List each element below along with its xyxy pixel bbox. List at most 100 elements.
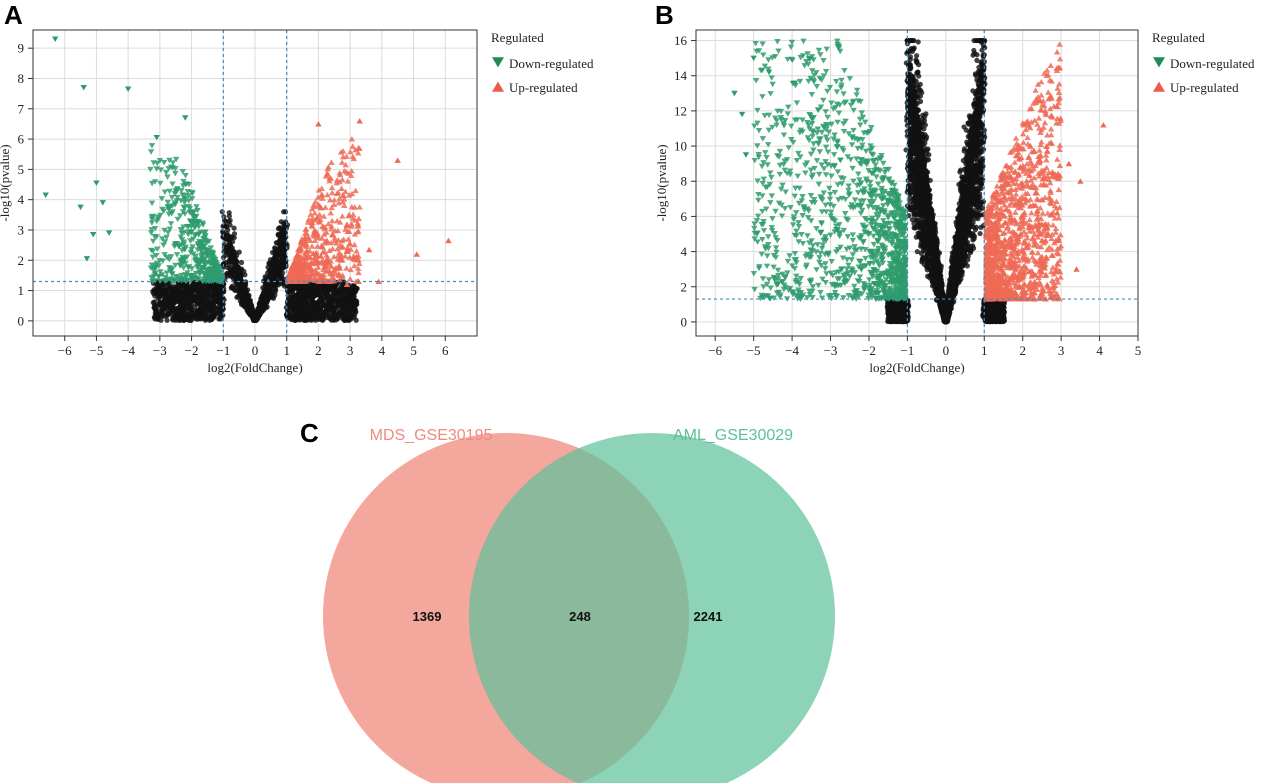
point-up-regulated [348, 167, 355, 174]
point-not-significant [339, 299, 346, 305]
point-not-significant [226, 210, 232, 216]
point-up-regulated [339, 176, 346, 183]
point-not-significant [234, 282, 240, 288]
point-down-regulated [185, 231, 192, 238]
point-not-significant [185, 312, 191, 319]
point-up-regulated [356, 118, 363, 124]
point-not-significant [205, 284, 211, 291]
point-not-significant [223, 218, 229, 224]
point-not-significant [313, 317, 319, 323]
point-not-significant [197, 297, 203, 303]
point-up-regulated [338, 185, 345, 191]
point-not-significant [267, 268, 273, 274]
point-not-significant [182, 302, 188, 309]
point-not-significant [318, 295, 324, 302]
x-tick-label: −3 [153, 343, 167, 358]
point-not-significant [294, 302, 301, 309]
point-down-regulated [161, 189, 169, 195]
y-tick-label: 1 [18, 283, 25, 298]
panel-letter-b: B [655, 0, 674, 30]
point-down-regulated [124, 86, 132, 92]
point-not-significant [174, 305, 181, 312]
point-not-significant [151, 299, 158, 305]
point-not-significant [341, 313, 347, 319]
point-not-significant [277, 271, 283, 278]
point-not-significant [333, 314, 339, 320]
point-up-regulated [327, 209, 334, 216]
point-up-regulated [346, 275, 354, 282]
point-up-regulated [355, 215, 363, 222]
point-not-significant [172, 317, 179, 323]
x-tick-label: 4 [379, 343, 386, 358]
point-not-significant [207, 317, 213, 323]
point-up-regulated [394, 157, 401, 163]
point-not-significant [296, 317, 302, 323]
legend-label-up-a: Up-regulated [509, 80, 578, 95]
point-not-significant [178, 309, 185, 316]
panel-letter-c: C [300, 418, 319, 448]
point-not-significant [158, 293, 164, 299]
point-up-regulated [413, 251, 420, 257]
point-not-significant [348, 312, 354, 318]
point-up-regulated [356, 204, 363, 210]
point-not-significant [164, 317, 170, 323]
point-not-significant [161, 306, 168, 312]
point-not-significant [209, 313, 215, 320]
point-not-significant [331, 308, 337, 315]
x-tick-label: 1 [283, 343, 290, 358]
point-down-regulated [93, 180, 100, 186]
point-not-significant [309, 307, 315, 313]
point-not-significant [331, 293, 337, 299]
y-tick-label: 2 [18, 253, 25, 268]
point-not-significant [353, 309, 359, 315]
point-not-significant [227, 244, 233, 250]
point-not-significant [240, 283, 246, 289]
point-not-significant [227, 265, 233, 272]
point-down-regulated [80, 85, 87, 91]
point-not-significant [326, 301, 332, 307]
point-not-significant [279, 263, 285, 269]
point-down-regulated [164, 174, 171, 180]
point-not-significant [241, 299, 247, 305]
point-down-regulated [153, 218, 160, 225]
point-not-significant [297, 311, 304, 317]
point-up-regulated [315, 121, 322, 127]
point-not-significant [238, 259, 245, 266]
point-not-significant [311, 301, 317, 308]
point-not-significant [268, 282, 274, 288]
point-not-significant [221, 234, 227, 240]
point-not-significant [184, 297, 191, 303]
point-down-regulated [180, 265, 187, 271]
point-down-regulated [182, 172, 189, 179]
point-not-significant [197, 308, 203, 314]
point-not-significant [153, 309, 160, 316]
point-not-significant [274, 248, 281, 254]
point-not-significant [278, 237, 285, 243]
point-not-significant [231, 225, 237, 231]
x-tick-label: 6 [442, 343, 449, 358]
point-down-regulated [147, 149, 155, 155]
point-not-significant [155, 287, 161, 293]
point-not-significant [272, 292, 278, 298]
point-not-significant [236, 273, 242, 279]
point-up-regulated [353, 248, 360, 254]
point-not-significant [278, 245, 285, 251]
legend-marker-up-a [492, 81, 504, 92]
point-not-significant [269, 249, 276, 256]
point-down-regulated [160, 160, 168, 166]
point-up-regulated [352, 187, 359, 194]
y-tick-label: 6 [18, 132, 25, 147]
point-not-significant [345, 299, 352, 305]
point-not-significant [178, 316, 184, 322]
y-tick-label: 5 [18, 162, 25, 177]
point-not-significant [216, 289, 223, 295]
point-not-significant [152, 314, 158, 320]
point-not-significant [267, 262, 273, 268]
point-down-regulated [105, 230, 113, 236]
point-not-significant [349, 304, 355, 311]
point-not-significant [339, 288, 345, 294]
point-not-significant [159, 313, 166, 319]
point-down-regulated [99, 200, 106, 206]
